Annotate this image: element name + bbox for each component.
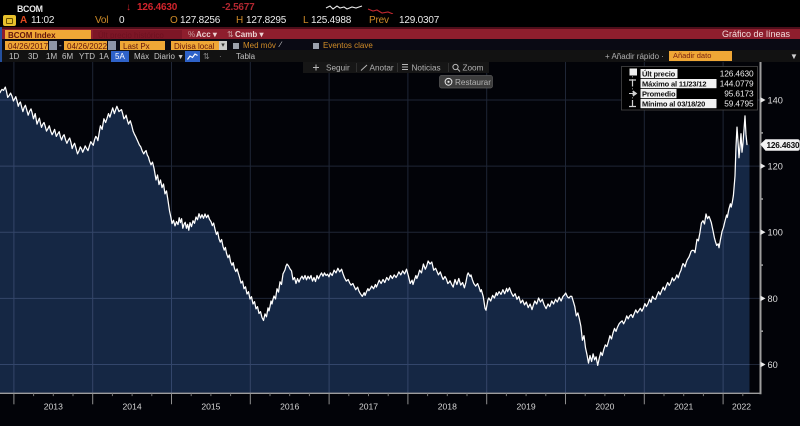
svg-text:Noticias: Noticias xyxy=(412,64,441,73)
svg-text:126.4630: 126.4630 xyxy=(720,69,754,79)
svg-text:60: 60 xyxy=(768,360,778,370)
svg-text:2016: 2016 xyxy=(280,401,299,411)
svg-text:2021: 2021 xyxy=(674,401,693,411)
svg-text:2014: 2014 xyxy=(123,401,142,411)
svg-text:100: 100 xyxy=(768,228,783,238)
svg-text:Anotar: Anotar xyxy=(370,64,394,73)
svg-text:Restaurar: Restaurar xyxy=(455,78,491,87)
svg-text:Últ precio: Últ precio xyxy=(642,69,676,78)
svg-text:Seguir: Seguir xyxy=(326,64,350,73)
svg-text:120: 120 xyxy=(768,162,783,172)
svg-text:Máximo al 11/23/12: Máximo al 11/23/12 xyxy=(642,79,706,88)
svg-text:80: 80 xyxy=(768,294,778,304)
svg-text:2019: 2019 xyxy=(517,401,536,411)
svg-text:2013: 2013 xyxy=(44,401,63,411)
svg-text:144.0779: 144.0779 xyxy=(720,79,754,89)
svg-text:140: 140 xyxy=(768,95,783,105)
svg-text:2017: 2017 xyxy=(359,401,378,411)
svg-text:Zoom: Zoom xyxy=(463,64,484,73)
svg-text:2022: 2022 xyxy=(732,401,751,411)
svg-text:2018: 2018 xyxy=(438,401,457,411)
svg-text:2020: 2020 xyxy=(595,401,614,411)
svg-text:126.4630: 126.4630 xyxy=(767,141,800,150)
svg-text:59.4795: 59.4795 xyxy=(724,99,754,109)
svg-text:Mínimo al 03/18/20: Mínimo al 03/18/20 xyxy=(642,99,705,108)
svg-text:Promedio: Promedio xyxy=(642,89,676,98)
svg-text:2015: 2015 xyxy=(201,401,220,411)
svg-text:95.6173: 95.6173 xyxy=(724,89,754,99)
